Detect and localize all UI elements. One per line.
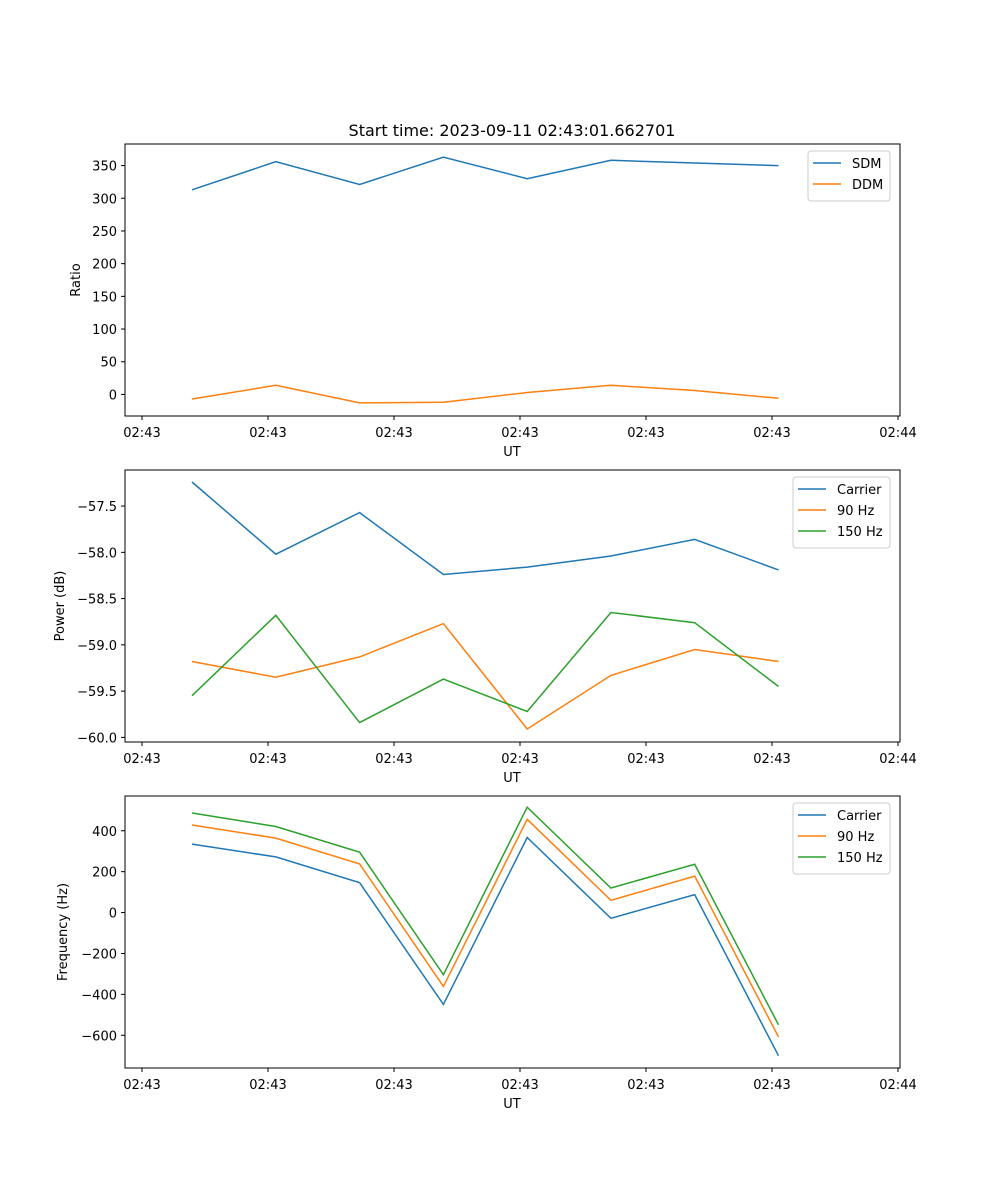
power-legend: Carrier 90 Hz 150 Hz	[792, 476, 891, 549]
frequency-x-axis: 02:43 02:43 02:43 02:43 02:43 02:43 02:44	[123, 1068, 917, 1093]
frequency-series-lines	[191, 805, 780, 1057]
ratio-y-tick-label: 300	[92, 192, 117, 207]
ratio-y-axis-label: Ratio	[69, 263, 84, 296]
power-y-axis: −60.0 −59.5 −59.0 −58.5 −58.0 −57.5	[77, 500, 125, 746]
frequency-plot-frame	[124, 795, 901, 1069]
power-x-tick-label: 02:43	[501, 752, 538, 767]
power-line-carrier	[191, 481, 779, 576]
power-x-tick-label: 02:43	[627, 752, 664, 767]
frequency-x-tick-label: 02:43	[753, 1078, 790, 1093]
ratio-plot-frame	[124, 143, 901, 417]
power-y-tick-label: −57.5	[77, 500, 117, 515]
power-y-tick-label: −59.0	[77, 639, 117, 654]
power-y-tick-label: −59.5	[77, 685, 117, 700]
power-legend-label-90-hz: 90 Hz	[837, 504, 874, 519]
frequency-y-axis-label: Frequency (Hz)	[56, 883, 71, 981]
frequency-x-tick-label: 02:44	[879, 1078, 916, 1093]
ratio-x-tick-label: 02:43	[753, 426, 790, 441]
power-x-tick-label: 02:43	[375, 752, 412, 767]
frequency-panel: 02:43 02:43 02:43 02:43 02:43 02:43 02:44 −600…	[56, 795, 917, 1112]
power-x-tick-label: 02:43	[753, 752, 790, 767]
frequency-y-tick-label: 200	[92, 866, 117, 881]
frequency-x-tick-label: 02:43	[501, 1078, 538, 1093]
ratio-x-tick-label: 02:43	[627, 426, 664, 441]
frequency-y-axis: −600 −400 −200 0 200 400	[81, 825, 125, 1044]
power-line-150-hz	[191, 611, 779, 724]
power-plot-frame	[124, 469, 901, 743]
ratio-y-tick-label: 200	[92, 258, 117, 273]
power-series-lines	[191, 481, 779, 730]
ratio-series-lines	[191, 156, 779, 404]
power-x-axis-label: UT	[503, 771, 521, 786]
frequency-x-axis-label: UT	[503, 1097, 521, 1112]
ratio-y-tick-label: 350	[92, 160, 117, 175]
ratio-legend-label-sdm: SDM	[852, 157, 881, 172]
frequency-y-tick-label: 0	[109, 907, 117, 922]
ratio-legend-label-ddm: DDM	[852, 178, 883, 193]
ratio-y-tick-label: 0	[109, 388, 117, 403]
power-y-tick-label: −60.0	[77, 731, 117, 746]
ratio-panel: 02:43 02:43 02:43 02:43 02:43 02:43 02:44 0 50 1…	[69, 143, 917, 460]
frequency-y-tick-label: −400	[81, 988, 117, 1003]
frequency-x-tick-label: 02:43	[249, 1078, 286, 1093]
frequency-y-tick-label: −200	[81, 947, 117, 962]
frequency-x-tick-label: 02:43	[627, 1078, 664, 1093]
frequency-x-tick-label: 02:43	[375, 1078, 412, 1093]
ratio-y-tick-label: 100	[92, 323, 117, 338]
power-panel: 02:43 02:43 02:43 02:43 02:43 02:43 02:44 −60.…	[53, 469, 917, 786]
frequency-y-tick-label: 400	[92, 825, 117, 840]
frequency-y-tick-label: −600	[81, 1029, 117, 1044]
ratio-x-tick-label: 02:43	[501, 426, 538, 441]
ratio-x-axis-label: UT	[503, 445, 521, 460]
power-x-tick-label: 02:44	[879, 752, 916, 767]
frequency-x-tick-label: 02:43	[123, 1078, 160, 1093]
power-x-axis: 02:43 02:43 02:43 02:43 02:43 02:43 02:44	[123, 742, 917, 767]
frequency-legend: Carrier 90 Hz 150 Hz	[792, 802, 891, 875]
power-x-tick-label: 02:43	[123, 752, 160, 767]
frequency-line-90-hz	[191, 818, 780, 1038]
ratio-y-tick-label: 50	[100, 356, 117, 371]
ratio-y-tick-label: 250	[92, 225, 117, 240]
chart-title: Start time: 2023-09-11 02:43:01.662701	[349, 121, 676, 140]
ratio-y-axis: 0 50 100 150 200 250 300 350	[92, 160, 125, 403]
ratio-x-tick-label: 02:44	[879, 426, 916, 441]
frequency-legend-label-90-hz: 90 Hz	[837, 830, 874, 845]
power-legend-label-carrier: Carrier	[837, 483, 882, 498]
power-y-tick-label: −58.5	[77, 593, 117, 608]
power-x-tick-label: 02:43	[249, 752, 286, 767]
power-line-90-hz	[191, 622, 779, 730]
ratio-y-tick-label: 150	[92, 290, 117, 305]
frequency-line-carrier	[191, 836, 780, 1057]
power-legend-label-150-hz: 150 Hz	[837, 525, 883, 540]
ratio-x-tick-label: 02:43	[123, 426, 160, 441]
ratio-line-sdm	[191, 156, 779, 191]
power-y-tick-label: −58.0	[77, 546, 117, 561]
frequency-legend-label-carrier: Carrier	[837, 809, 882, 824]
ratio-line-ddm	[191, 384, 779, 404]
frequency-line-150-hz	[191, 805, 780, 1026]
ratio-x-axis: 02:43 02:43 02:43 02:43 02:43 02:43 02:44	[123, 416, 917, 441]
frequency-legend-label-150-hz: 150 Hz	[837, 851, 883, 866]
power-y-axis-label: Power (dB)	[53, 571, 68, 642]
ratio-legend: SDM DDM	[807, 150, 891, 202]
ratio-x-tick-label: 02:43	[249, 426, 286, 441]
ratio-x-tick-label: 02:43	[375, 426, 412, 441]
